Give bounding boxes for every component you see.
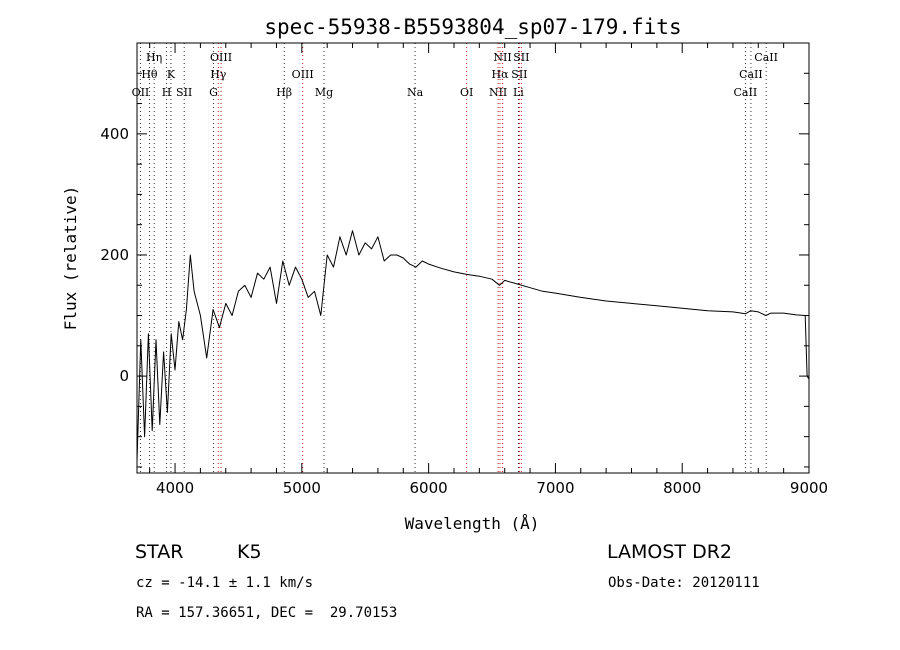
chart-title: spec-55938-B5593804_sp07-179.fits [264,15,681,39]
line-label: OII [132,86,150,99]
coordinates: RA = 157.36651, DEC = 29.70153 [136,605,398,621]
line-label: Hθ [141,68,158,81]
line-label: Mg [315,86,333,99]
line-label: G [209,86,218,99]
line-label: CaII [754,51,778,64]
axis-ticks: 4000 5000 6000 7000 8000 9000 0 200 400 [100,42,828,497]
x-axis-label: Wavelength (Å) [405,514,540,533]
object-class: STAR [135,541,184,563]
line-label: Li [513,86,524,99]
line-label: CaII [739,68,763,81]
y-axis-label: Flux (relative) [61,186,80,331]
line-label: Hα [491,68,509,81]
x-tick-label: 5000 [283,479,321,497]
object-subclass: K5 [237,541,262,563]
line-label: OIII [292,68,314,81]
series-line-0 [136,230,810,461]
line-label: H [162,86,172,99]
obs-date: Obs-Date: 20120111 [608,575,760,591]
line-label: OIII [210,51,232,64]
line-label: SII [176,86,192,99]
x-tick-label: 6000 [410,479,448,497]
line-label: CaII [734,86,758,99]
line-label: Hβ [276,86,292,99]
spectral-line-markers [140,43,767,473]
line-label: NII [493,51,511,64]
line-label: Na [407,86,424,99]
y-tick-label: 200 [100,246,129,264]
x-tick-label: 8000 [663,479,701,497]
line-label: NII [489,86,507,99]
y-tick-label: 0 [119,367,129,385]
velocity-readout: cz = -14.1 ± 1.1 km/s [136,575,314,591]
x-tick-label: 7000 [536,479,574,497]
survey-name: LAMOST DR2 [607,541,732,563]
line-label: Hγ [210,68,227,81]
y-tick-label: 400 [100,125,129,143]
line-label: SII [511,68,527,81]
line-label: K [167,68,176,81]
x-tick-label: 9000 [790,479,828,497]
line-label: SII [513,51,529,64]
plot-frame [136,42,810,474]
line-label: OI [460,86,473,99]
line-label: Hη [146,51,162,64]
x-tick-label: 4000 [156,479,194,497]
flux-series [136,230,810,461]
